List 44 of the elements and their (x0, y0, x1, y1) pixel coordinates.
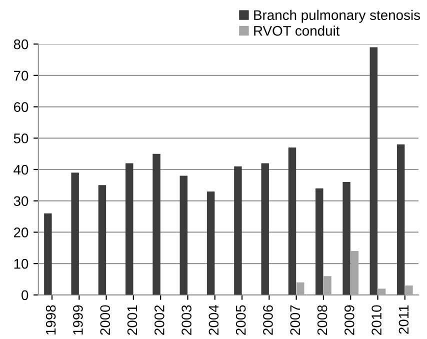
bar (370, 47, 378, 295)
bar (126, 163, 134, 295)
bar (350, 251, 359, 295)
bar (71, 172, 79, 295)
y-tick-label: 60 (14, 102, 28, 112)
x-tick-label: 1999 (73, 305, 83, 334)
bar (324, 276, 332, 295)
x-tick-label: 1998 (46, 305, 56, 334)
x-tick-label: 2002 (154, 305, 164, 335)
bar (234, 166, 242, 295)
x-tick-label: 2007 (290, 305, 300, 335)
bar (44, 213, 52, 295)
legend-label: Branch pulmonary stenosis (254, 10, 420, 23)
bar (98, 185, 106, 295)
y-tick-label: 30 (14, 196, 28, 206)
bar (288, 148, 296, 295)
bar (405, 286, 413, 295)
bar (152, 154, 160, 295)
x-tick-label: 2010 (372, 305, 382, 335)
y-tick-label: 10 (14, 258, 28, 269)
x-tick-label: 2004 (208, 305, 219, 335)
y-tick-label: 50 (14, 133, 28, 144)
bar (261, 163, 269, 295)
bar (342, 182, 350, 295)
legend-label: RVOT conduit (254, 26, 340, 36)
bar (296, 282, 304, 295)
x-tick-label: 2005 (236, 305, 246, 335)
y-tick-label: 40 (14, 164, 28, 175)
bar (180, 176, 188, 295)
x-tick-label: 2009 (344, 305, 354, 335)
bar (206, 191, 215, 295)
x-tick-label: 2000 (100, 305, 110, 335)
x-tick-label: 2011 (398, 305, 409, 334)
x-tick-label: 2006 (263, 305, 273, 335)
y-tick-label: 20 (14, 228, 28, 238)
x-tick-label: 2003 (182, 305, 192, 335)
x-tick-label: 2008 (317, 305, 328, 335)
x-tick-label: 2001 (127, 305, 138, 335)
y-tick-label: 80 (14, 39, 28, 50)
bar (378, 288, 386, 295)
y-tick-label: 70 (14, 70, 28, 81)
y-tick-label: 0 (22, 290, 28, 300)
bar (396, 144, 405, 295)
bar (316, 188, 324, 295)
